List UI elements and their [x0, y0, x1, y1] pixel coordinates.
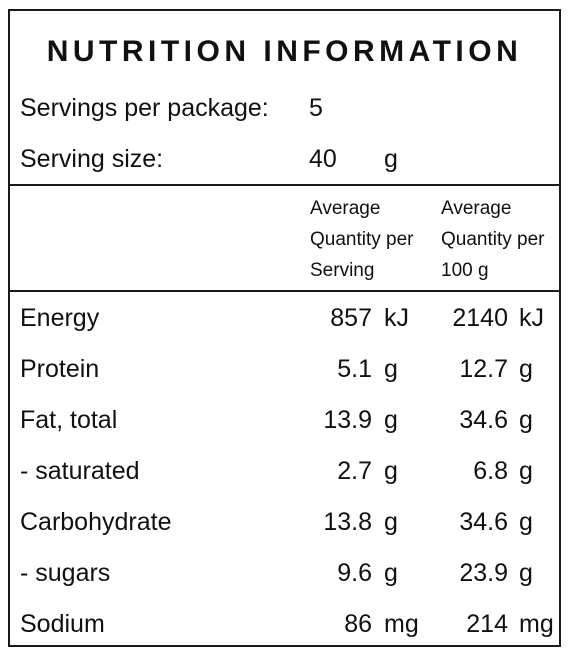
header-per-serving-line-3: Serving	[310, 260, 375, 281]
nutrient-label: - sugars	[20, 559, 111, 587]
per100-unit: g	[519, 355, 533, 383]
per100-unit: g	[519, 508, 533, 536]
header-per-serving-line-2: Quantity per	[310, 229, 414, 250]
per100-unit: g	[519, 406, 533, 434]
per100-value: 12.7	[459, 355, 508, 383]
per100-unit: g	[519, 457, 533, 485]
per100-value: 214	[466, 610, 508, 638]
header-per-100g-line-1: Average	[441, 198, 512, 219]
serving-unit: kJ	[384, 304, 409, 332]
per100-value: 6.8	[473, 457, 508, 485]
header-per-100g-line-2: Quantity per	[441, 229, 545, 250]
serving-value: 857	[330, 304, 372, 332]
serving-unit: g	[384, 355, 398, 383]
serving-value: 86	[344, 610, 372, 638]
serving-value: 9.6	[337, 559, 372, 587]
header-per-serving: Average Quantity per Serving	[310, 193, 414, 286]
per100-unit: mg	[519, 610, 554, 638]
serving-size-value: 40	[309, 145, 337, 173]
serving-value: 5.1	[337, 355, 372, 383]
nutrition-panel: NUTRITION INFORMATION Servings per packa…	[8, 9, 561, 647]
serving-unit: g	[384, 406, 398, 434]
nutrient-label: Energy	[20, 304, 100, 332]
serving-value: 13.8	[323, 508, 372, 536]
per100-value: 34.6	[459, 508, 508, 536]
nutrient-label: Fat, total	[20, 406, 118, 434]
per100-value: 23.9	[459, 559, 508, 587]
header-per-serving-line-1: Average	[310, 198, 381, 219]
divider-top	[10, 184, 559, 186]
nutrient-label: - saturated	[20, 457, 140, 485]
nutrient-label: Protein	[20, 355, 100, 383]
divider-bottom	[10, 290, 559, 292]
serving-unit: g	[384, 559, 398, 587]
header-per-100g: Average Quantity per 100 g	[441, 193, 545, 286]
per100-unit: kJ	[519, 304, 544, 332]
nutrient-label: Carbohydrate	[20, 508, 172, 536]
servings-value: 5	[309, 94, 323, 122]
serving-value: 13.9	[323, 406, 372, 434]
serving-unit: g	[384, 457, 398, 485]
per100-value: 2140	[452, 304, 508, 332]
nutrient-label: Sodium	[20, 610, 105, 638]
per100-unit: g	[519, 559, 533, 587]
panel-title: NUTRITION INFORMATION	[46, 35, 523, 68]
serving-size-label: Serving size:	[20, 145, 164, 173]
per100-value: 34.6	[459, 406, 508, 434]
servings-label: Servings per package:	[20, 94, 269, 122]
serving-unit: mg	[384, 610, 419, 638]
serving-size-unit: g	[384, 145, 398, 173]
header-per-100g-line-3: 100 g	[441, 260, 489, 281]
serving-unit: g	[384, 508, 398, 536]
serving-value: 2.7	[337, 457, 372, 485]
